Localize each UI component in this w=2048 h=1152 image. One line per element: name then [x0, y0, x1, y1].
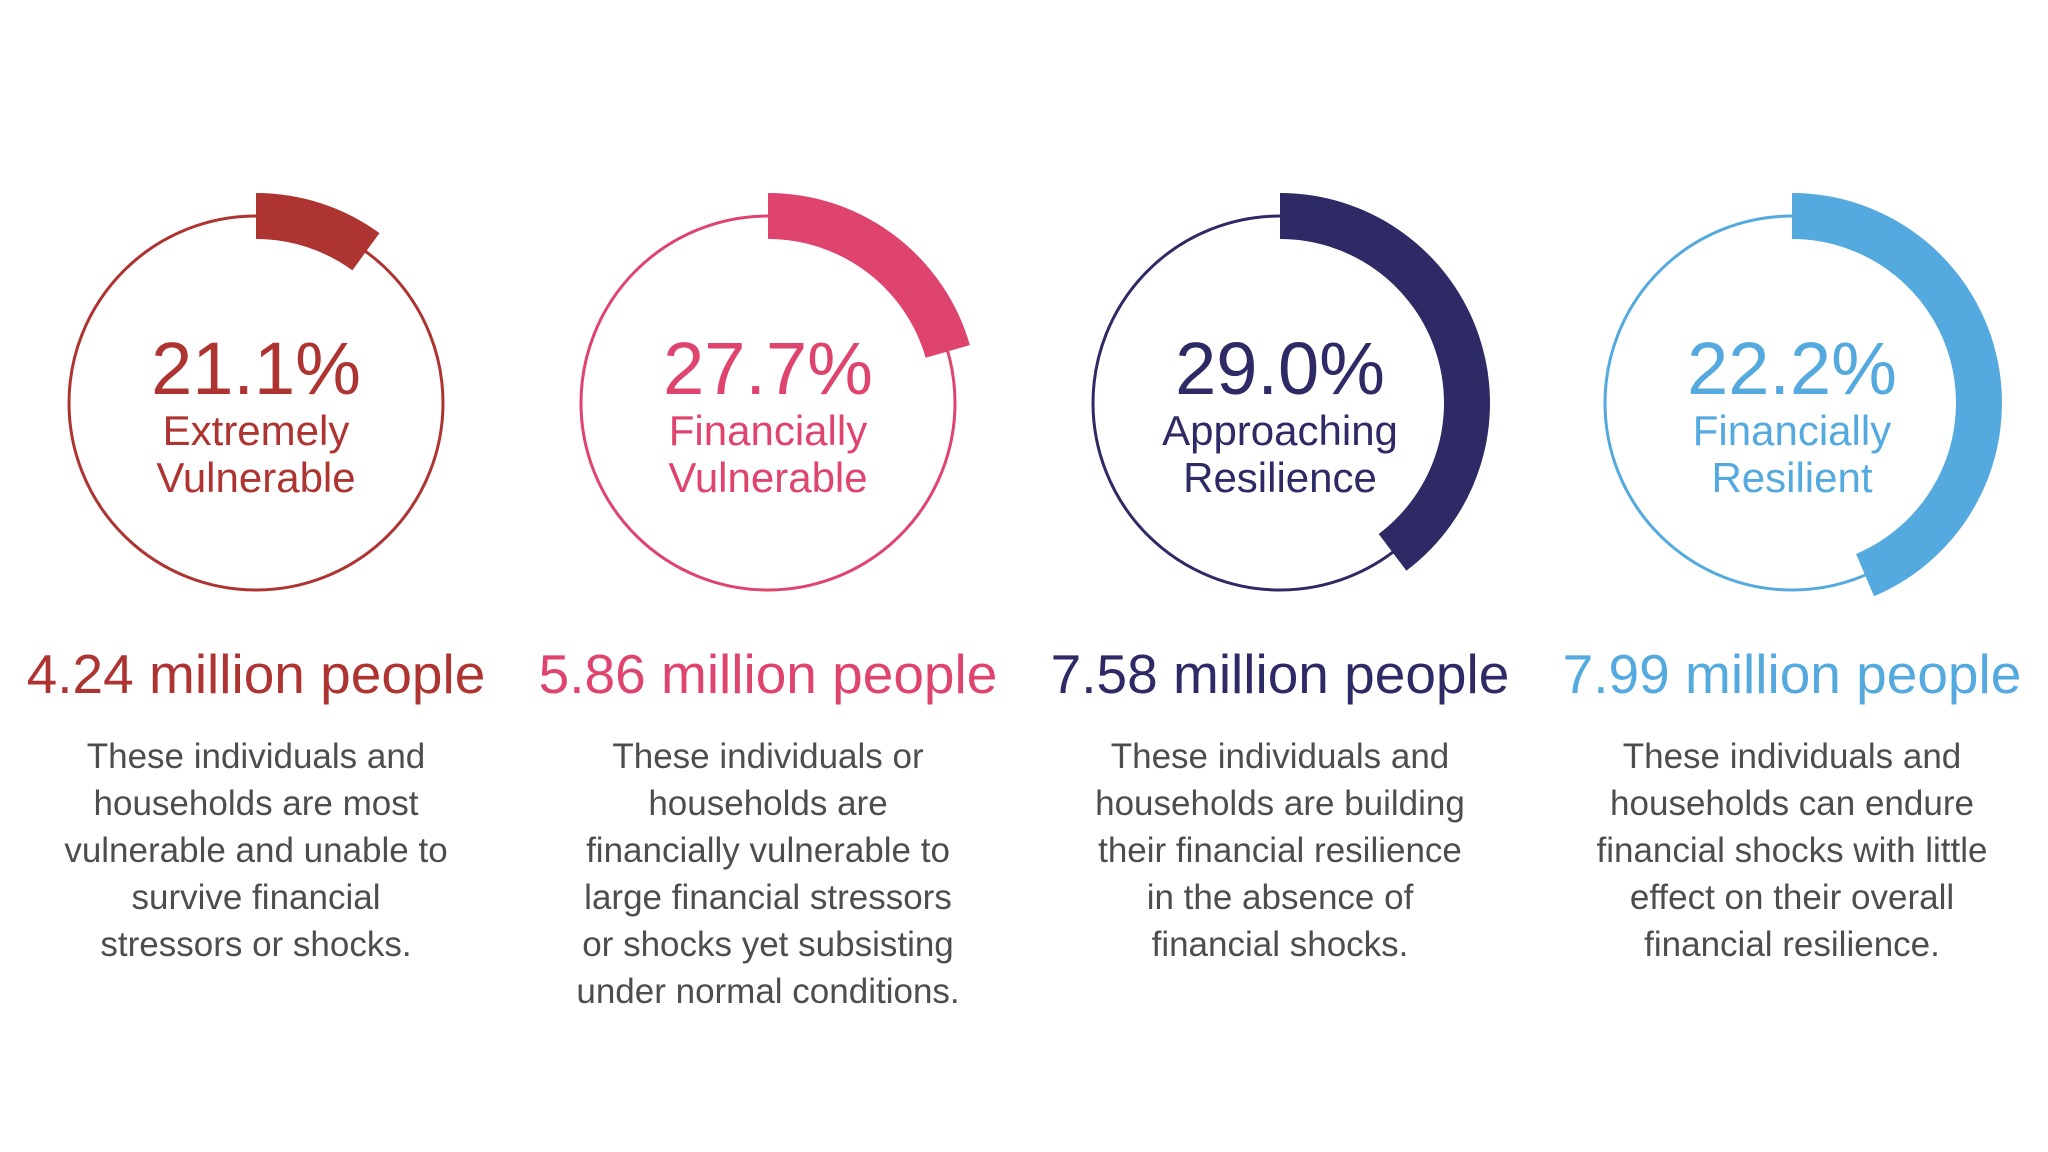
donut-chart-financially-vulnerable: 27.7% Financially Vulnerable [548, 183, 988, 623]
people-count: 7.58 million people [1050, 643, 1510, 705]
segment-card-approaching-resilience: 29.0% Approaching Resilience 7.58 millio… [1024, 0, 1536, 1152]
donut-gauge [67, 193, 445, 592]
donut-chart-approaching-resilience: 29.0% Approaching Resilience [1060, 183, 1500, 623]
donut-gauge [1091, 193, 1490, 592]
gauge-ring [67, 214, 445, 592]
segment-description: These individuals and households can end… [1596, 737, 1988, 964]
segment-card-extremely-vulnerable: 21.1% Extremely Vulnerable 4.24 million … [0, 0, 512, 1152]
people-count: 5.86 million people [538, 643, 998, 705]
segment-description: These individuals or households are fina… [576, 737, 960, 1011]
gauge-arc [1791, 193, 2002, 597]
donut-chart-extremely-vulnerable: 21.1% Extremely Vulnerable [36, 183, 476, 623]
segment-card-financially-vulnerable: 27.7% Financially Vulnerable 5.86 millio… [512, 0, 1024, 1152]
donut-chart-financially-resilient: 22.2% Financially Resilient [1572, 183, 2012, 623]
donut-gauge [579, 193, 970, 592]
segment-card-financially-resilient: 22.2% Financially Resilient 7.99 million… [1536, 0, 2048, 1152]
gauge-arc [1279, 193, 1490, 571]
donut-gauge [1603, 193, 2002, 597]
segment-description: These individuals and households are mos… [64, 737, 448, 964]
gauge-arc [767, 193, 970, 359]
people-count: 7.99 million people [1562, 643, 2022, 705]
gauge-arc [255, 193, 380, 271]
segment-description: These individuals and households are bui… [1095, 737, 1465, 964]
people-count: 4.24 million people [26, 643, 486, 705]
